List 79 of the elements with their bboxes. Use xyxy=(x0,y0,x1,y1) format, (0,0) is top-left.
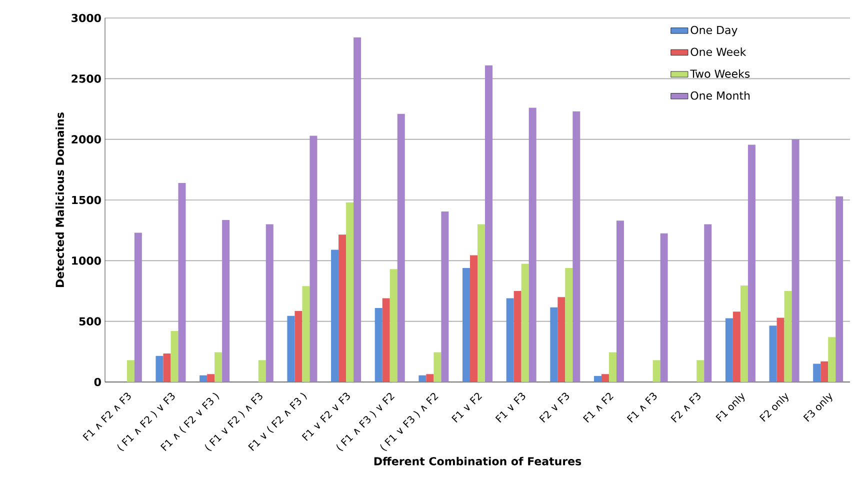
bar xyxy=(266,224,274,382)
bar xyxy=(572,111,580,382)
bar xyxy=(836,196,844,382)
bar xyxy=(652,360,660,382)
bar xyxy=(441,212,449,382)
y-tick-label: 2000 xyxy=(72,135,101,144)
bar xyxy=(258,360,266,382)
y-tick-label: 1500 xyxy=(72,196,101,204)
y-tick-label: 500 xyxy=(79,317,101,326)
bar xyxy=(565,268,573,382)
x-tick-label: F1 ∧ F2 xyxy=(582,392,614,423)
x-tick-label: F2 ∨ F3 xyxy=(539,392,569,423)
bar xyxy=(170,331,178,382)
y-axis-title: Detected Malicious Domains xyxy=(55,112,64,287)
bar xyxy=(696,360,704,382)
bar xyxy=(397,114,405,382)
bar xyxy=(478,224,486,382)
bar xyxy=(374,308,382,382)
bar xyxy=(338,234,346,382)
bar xyxy=(287,316,295,382)
bar xyxy=(382,298,390,382)
bar xyxy=(214,352,222,382)
bar xyxy=(828,337,836,382)
bar xyxy=(470,255,478,382)
bar xyxy=(550,307,558,382)
bar xyxy=(558,297,566,382)
bar xyxy=(126,360,134,382)
bar xyxy=(294,311,302,382)
y-tick-label: 1000 xyxy=(72,256,101,265)
bar xyxy=(156,356,164,382)
legend-label: One Month xyxy=(690,91,750,100)
bar xyxy=(462,268,470,382)
bar xyxy=(207,374,215,382)
bar xyxy=(704,224,712,382)
bar xyxy=(434,352,442,382)
bar xyxy=(820,361,828,382)
bar xyxy=(521,264,529,382)
x-tick-label: F1 ∨ F3 xyxy=(495,392,526,423)
bar xyxy=(302,286,310,382)
bar xyxy=(732,312,740,382)
y-tick-label: 2500 xyxy=(72,74,101,83)
bar xyxy=(163,353,171,382)
bar xyxy=(331,250,339,382)
bar xyxy=(792,139,800,382)
bar xyxy=(784,291,792,382)
x-tick-label: F1 ∨ F2 xyxy=(451,392,482,423)
bar xyxy=(813,364,821,382)
bar xyxy=(769,326,777,382)
bar xyxy=(506,298,514,382)
bar xyxy=(346,202,354,382)
bar xyxy=(354,37,362,382)
bar xyxy=(608,352,616,382)
legend-label: One Week xyxy=(690,48,746,56)
x-tick-label: F1 ∧ F3 xyxy=(626,392,657,423)
bar xyxy=(528,108,536,382)
bar xyxy=(748,144,756,382)
bar xyxy=(601,374,609,382)
bar xyxy=(725,318,733,382)
bar xyxy=(134,232,142,382)
bar xyxy=(426,374,434,382)
bar xyxy=(514,291,522,382)
x-tick-label: F2 ∧ F3 xyxy=(670,392,700,423)
bar xyxy=(616,220,624,382)
bar xyxy=(178,183,186,382)
bar xyxy=(310,136,318,382)
x-axis-title: Dfferent Combination of Features xyxy=(374,456,582,466)
y-tick-label: 3000 xyxy=(72,14,101,22)
y-tick-label: 0 xyxy=(94,378,101,386)
legend-label: One Day xyxy=(690,26,738,36)
bar xyxy=(594,376,602,382)
legend-label: Two Weeks xyxy=(690,69,750,78)
bar xyxy=(776,318,784,382)
bar xyxy=(200,375,208,382)
bar xyxy=(660,233,668,382)
bar xyxy=(418,375,426,382)
bar xyxy=(390,269,398,382)
bar xyxy=(740,286,748,382)
bar xyxy=(222,220,230,382)
bar xyxy=(485,65,493,382)
